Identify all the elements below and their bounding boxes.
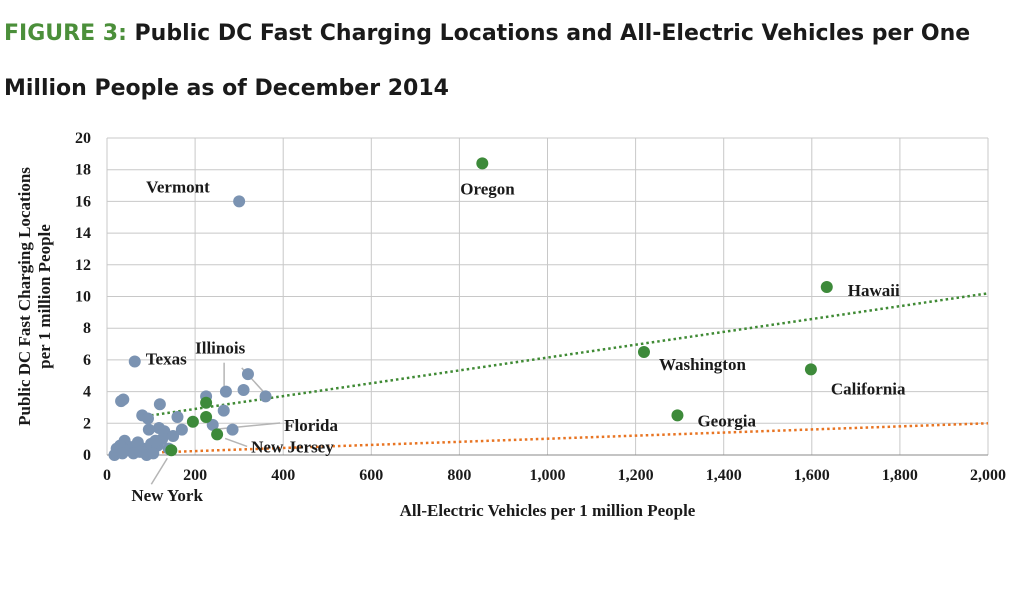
x-tick-label: 1,600 <box>794 467 830 484</box>
axis-ticks: 0 200 400 600 800 1,000 1,200 1,400 1,600 1,800 2,… <box>75 130 1006 484</box>
point-labels: Oregon Vermont Hawaii Washington California G… <box>131 177 906 505</box>
leader-line <box>150 457 168 485</box>
data-points <box>108 157 833 461</box>
y-tick-label: 20 <box>75 130 91 147</box>
data-point <box>820 280 833 293</box>
data-point <box>804 363 817 376</box>
y-tick-label: 6 <box>83 352 91 369</box>
point-label: Oregon <box>460 179 515 198</box>
data-point <box>259 390 272 403</box>
data-point <box>219 385 232 398</box>
y-tick-label: 4 <box>83 384 91 401</box>
x-tick-label: 0 <box>103 467 111 484</box>
data-point <box>206 418 219 431</box>
x-axis-title: All-Electric Vehicles per 1 million Peop… <box>400 501 696 520</box>
point-label: Florida <box>284 416 338 435</box>
x-tick-label: 600 <box>359 467 383 484</box>
data-point <box>175 423 188 436</box>
x-tick-label: 1,400 <box>706 467 742 484</box>
y-tick-label: 14 <box>75 225 91 242</box>
data-point <box>116 447 129 460</box>
data-point <box>165 444 178 457</box>
data-point <box>476 157 489 170</box>
y-tick-label: 2 <box>83 415 91 432</box>
grid <box>106 137 989 456</box>
data-point <box>671 409 684 422</box>
data-point <box>211 428 224 441</box>
data-point <box>200 396 213 409</box>
y-tick-label: 8 <box>83 320 91 337</box>
y-tick-label: 10 <box>75 289 91 306</box>
trendlines <box>150 292 989 454</box>
point-label: Georgia <box>697 411 756 430</box>
data-point <box>115 395 128 408</box>
data-point <box>141 412 154 425</box>
y-axis-title: Public DC Fast Charging Locationsper 1 m… <box>15 167 54 426</box>
point-label: Vermont <box>146 177 210 196</box>
data-point <box>217 404 230 417</box>
data-point <box>171 410 184 423</box>
point-label: Washington <box>659 355 746 374</box>
data-point <box>167 429 180 442</box>
y-tick-label: 16 <box>75 193 91 210</box>
figure-title: FIGURE 3: Public DC Fast Charging Locati… <box>4 6 1014 116</box>
leader-line <box>224 437 248 448</box>
x-tick-label: 200 <box>183 467 207 484</box>
y-axis-title-line: Public DC Fast Charging Locations <box>15 167 34 426</box>
data-point <box>226 423 239 436</box>
x-tick-label: 2,000 <box>970 467 1006 484</box>
point-label: Hawaii <box>848 281 900 300</box>
x-tick-label: 400 <box>271 467 295 484</box>
x-tick-label: 1,000 <box>530 467 566 484</box>
trendline <box>151 422 989 454</box>
figure-label: FIGURE 3: <box>4 21 127 46</box>
y-tick-label: 0 <box>83 447 91 464</box>
x-tick-label: 1,800 <box>882 467 918 484</box>
y-axis-title-line: per 1 million People <box>35 224 54 369</box>
data-point <box>186 415 199 428</box>
data-point <box>147 447 160 460</box>
data-point <box>153 398 166 411</box>
x-tick-label: 1,200 <box>618 467 654 484</box>
figure-title-text: Public DC Fast Charging Locations and Al… <box>4 21 971 101</box>
point-label: Texas <box>146 349 187 368</box>
point-label: New Jersey <box>251 437 334 456</box>
data-point <box>233 195 246 208</box>
data-point <box>149 434 162 447</box>
trendline <box>150 292 989 417</box>
x-tick-label: 800 <box>447 467 471 484</box>
point-label: Illinois <box>195 339 245 358</box>
point-label: New York <box>131 486 203 505</box>
data-point <box>637 345 650 358</box>
data-point <box>128 355 141 368</box>
data-point <box>241 368 254 381</box>
data-point <box>142 423 155 436</box>
y-tick-label: 12 <box>75 257 91 274</box>
y-tick-label: 18 <box>75 162 91 179</box>
point-label: California <box>831 379 906 398</box>
data-point <box>200 410 213 423</box>
data-point <box>237 384 250 397</box>
